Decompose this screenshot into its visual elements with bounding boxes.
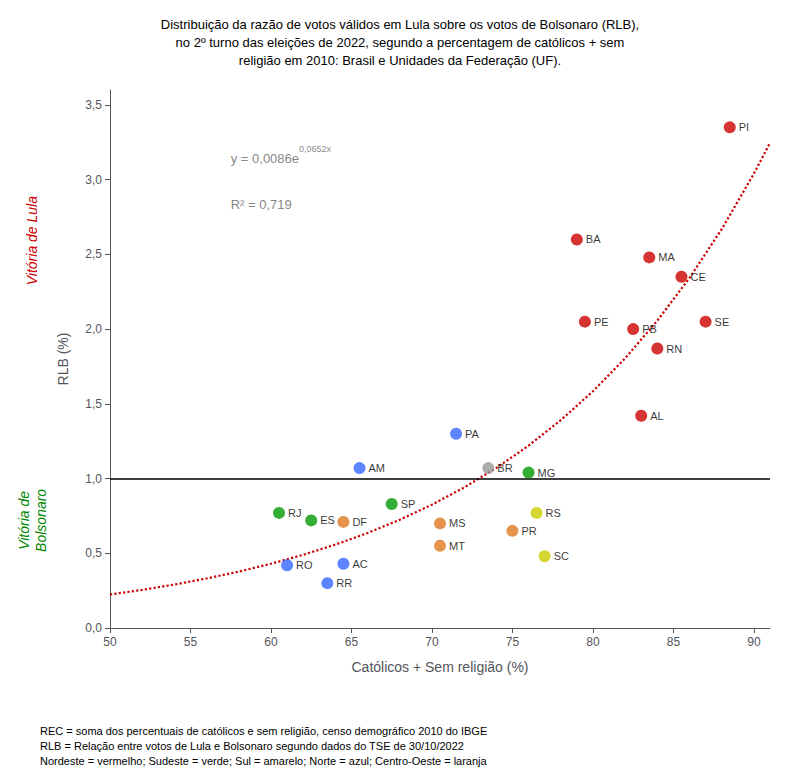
svg-text:MG: MG <box>538 467 556 479</box>
svg-text:PI: PI <box>739 121 749 133</box>
svg-text:SE: SE <box>715 316 730 328</box>
svg-text:2,5: 2,5 <box>85 247 102 261</box>
svg-text:3,0: 3,0 <box>85 173 102 187</box>
svg-text:MA: MA <box>658 251 675 263</box>
svg-text:50: 50 <box>103 635 117 649</box>
svg-text:1,0: 1,0 <box>85 472 102 486</box>
svg-text:no 2º turno das eleições de 20: no 2º turno das eleições de 2022, segund… <box>176 35 625 50</box>
svg-text:BR: BR <box>497 462 512 474</box>
svg-text:3,5: 3,5 <box>85 98 102 112</box>
svg-text:Vitória de: Vitória de <box>16 491 32 550</box>
svg-text:Distribuição da razão de votos: Distribuição da razão de votos válidos e… <box>161 17 639 32</box>
svg-text:55: 55 <box>184 635 198 649</box>
svg-text:80: 80 <box>586 635 600 649</box>
svg-text:PB: PB <box>642 323 657 335</box>
svg-text:2,0: 2,0 <box>85 322 102 336</box>
svg-text:RS: RS <box>546 507 561 519</box>
svg-text:Bolsonaro: Bolsonaro <box>33 489 49 552</box>
svg-text:RN: RN <box>666 343 682 355</box>
svg-text:AM: AM <box>369 462 386 474</box>
svg-text:ES: ES <box>320 514 335 526</box>
svg-text:AL: AL <box>650 410 663 422</box>
svg-text:MS: MS <box>449 517 466 529</box>
svg-text:Vitória de Lula: Vitória de Lula <box>24 196 40 285</box>
svg-text:0,5: 0,5 <box>85 546 102 560</box>
svg-text:65: 65 <box>345 635 359 649</box>
svg-text:RR: RR <box>336 577 352 589</box>
svg-text:PA: PA <box>465 428 480 440</box>
svg-text:70: 70 <box>425 635 439 649</box>
svg-text:RLB = Relação entre votos de L: RLB = Relação entre votos de Lula e Bols… <box>40 740 464 752</box>
svg-text:SP: SP <box>401 498 416 510</box>
svg-text:RLB (%): RLB (%) <box>55 333 71 386</box>
svg-text:DF: DF <box>352 516 367 528</box>
svg-text:Católicos + Sem religião (%): Católicos + Sem religião (%) <box>351 659 528 675</box>
svg-text:75: 75 <box>506 635 520 649</box>
svg-text:Nordeste = vermelho; Sudeste =: Nordeste = vermelho; Sudeste = verde; Su… <box>40 755 488 767</box>
svg-text:CE: CE <box>690 271 705 283</box>
svg-text:MT: MT <box>449 540 465 552</box>
svg-text:0,0652x: 0,0652x <box>299 144 332 154</box>
svg-text:0,0: 0,0 <box>85 621 102 635</box>
svg-text:PE: PE <box>594 316 609 328</box>
svg-text:BA: BA <box>586 233 601 245</box>
svg-text:RJ: RJ <box>288 507 301 519</box>
svg-text:SC: SC <box>554 550 569 562</box>
svg-text:REC = soma dos percentuais de: REC = soma dos percentuais de católicos … <box>40 725 487 737</box>
svg-text:90: 90 <box>747 635 761 649</box>
svg-text:RO: RO <box>296 559 313 571</box>
svg-text:AC: AC <box>352 558 367 570</box>
svg-text:y = 0,0086e: y = 0,0086e <box>231 151 299 166</box>
svg-text:religião em 2010: Brasil e Uni: religião em 2010: Brasil e Unidades da F… <box>239 53 561 68</box>
svg-text:1,5: 1,5 <box>85 397 102 411</box>
svg-text:60: 60 <box>264 635 278 649</box>
svg-text:R² = 0,719: R² = 0,719 <box>231 197 292 212</box>
svg-text:PR: PR <box>521 525 536 537</box>
svg-text:85: 85 <box>667 635 681 649</box>
